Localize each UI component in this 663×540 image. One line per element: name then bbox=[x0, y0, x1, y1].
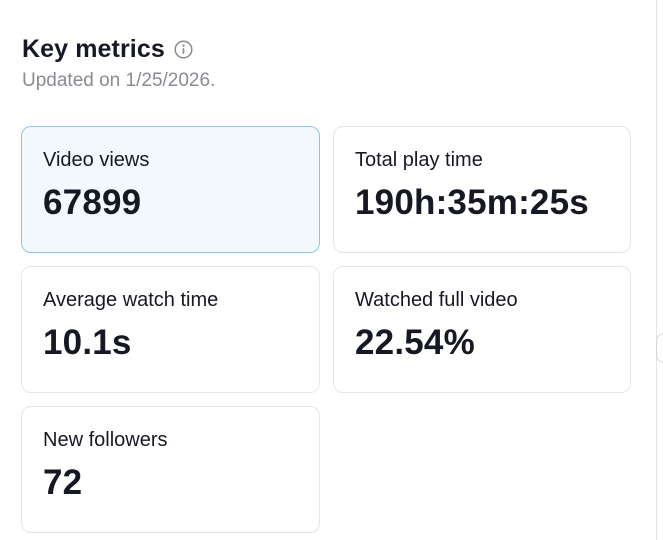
metric-card-average-watch-time[interactable]: Average watch time 10.1s bbox=[21, 266, 320, 393]
metric-card-video-views[interactable]: Video views 67899 bbox=[21, 126, 320, 253]
metric-card-new-followers[interactable]: New followers 72 bbox=[21, 406, 320, 533]
panel-divider bbox=[656, 0, 657, 540]
metric-label: Watched full video bbox=[355, 289, 518, 311]
metric-value: 22.54% bbox=[355, 323, 475, 362]
metric-value: 190h:35m:25s bbox=[355, 183, 589, 222]
metric-label: New followers bbox=[43, 429, 168, 451]
metric-card-total-play-time[interactable]: Total play time 190h:35m:25s bbox=[333, 126, 631, 253]
title-row: Key metrics bbox=[22, 30, 215, 68]
metric-label: Video views bbox=[43, 149, 150, 171]
metric-label: Total play time bbox=[355, 149, 483, 171]
metric-value: 72 bbox=[43, 463, 83, 502]
metric-label: Average watch time bbox=[43, 289, 219, 311]
key-metrics-header: Key metrics Updated on 1/25/2026. bbox=[22, 30, 215, 92]
metric-value: 10.1s bbox=[43, 323, 132, 362]
metric-value: 67899 bbox=[43, 183, 142, 222]
collapse-handle[interactable] bbox=[656, 333, 663, 363]
info-icon[interactable] bbox=[174, 40, 193, 59]
page-title: Key metrics bbox=[22, 34, 165, 63]
updated-date: Updated on 1/25/2026. bbox=[22, 70, 216, 91]
metric-card-watched-full-video[interactable]: Watched full video 22.54% bbox=[333, 266, 631, 393]
